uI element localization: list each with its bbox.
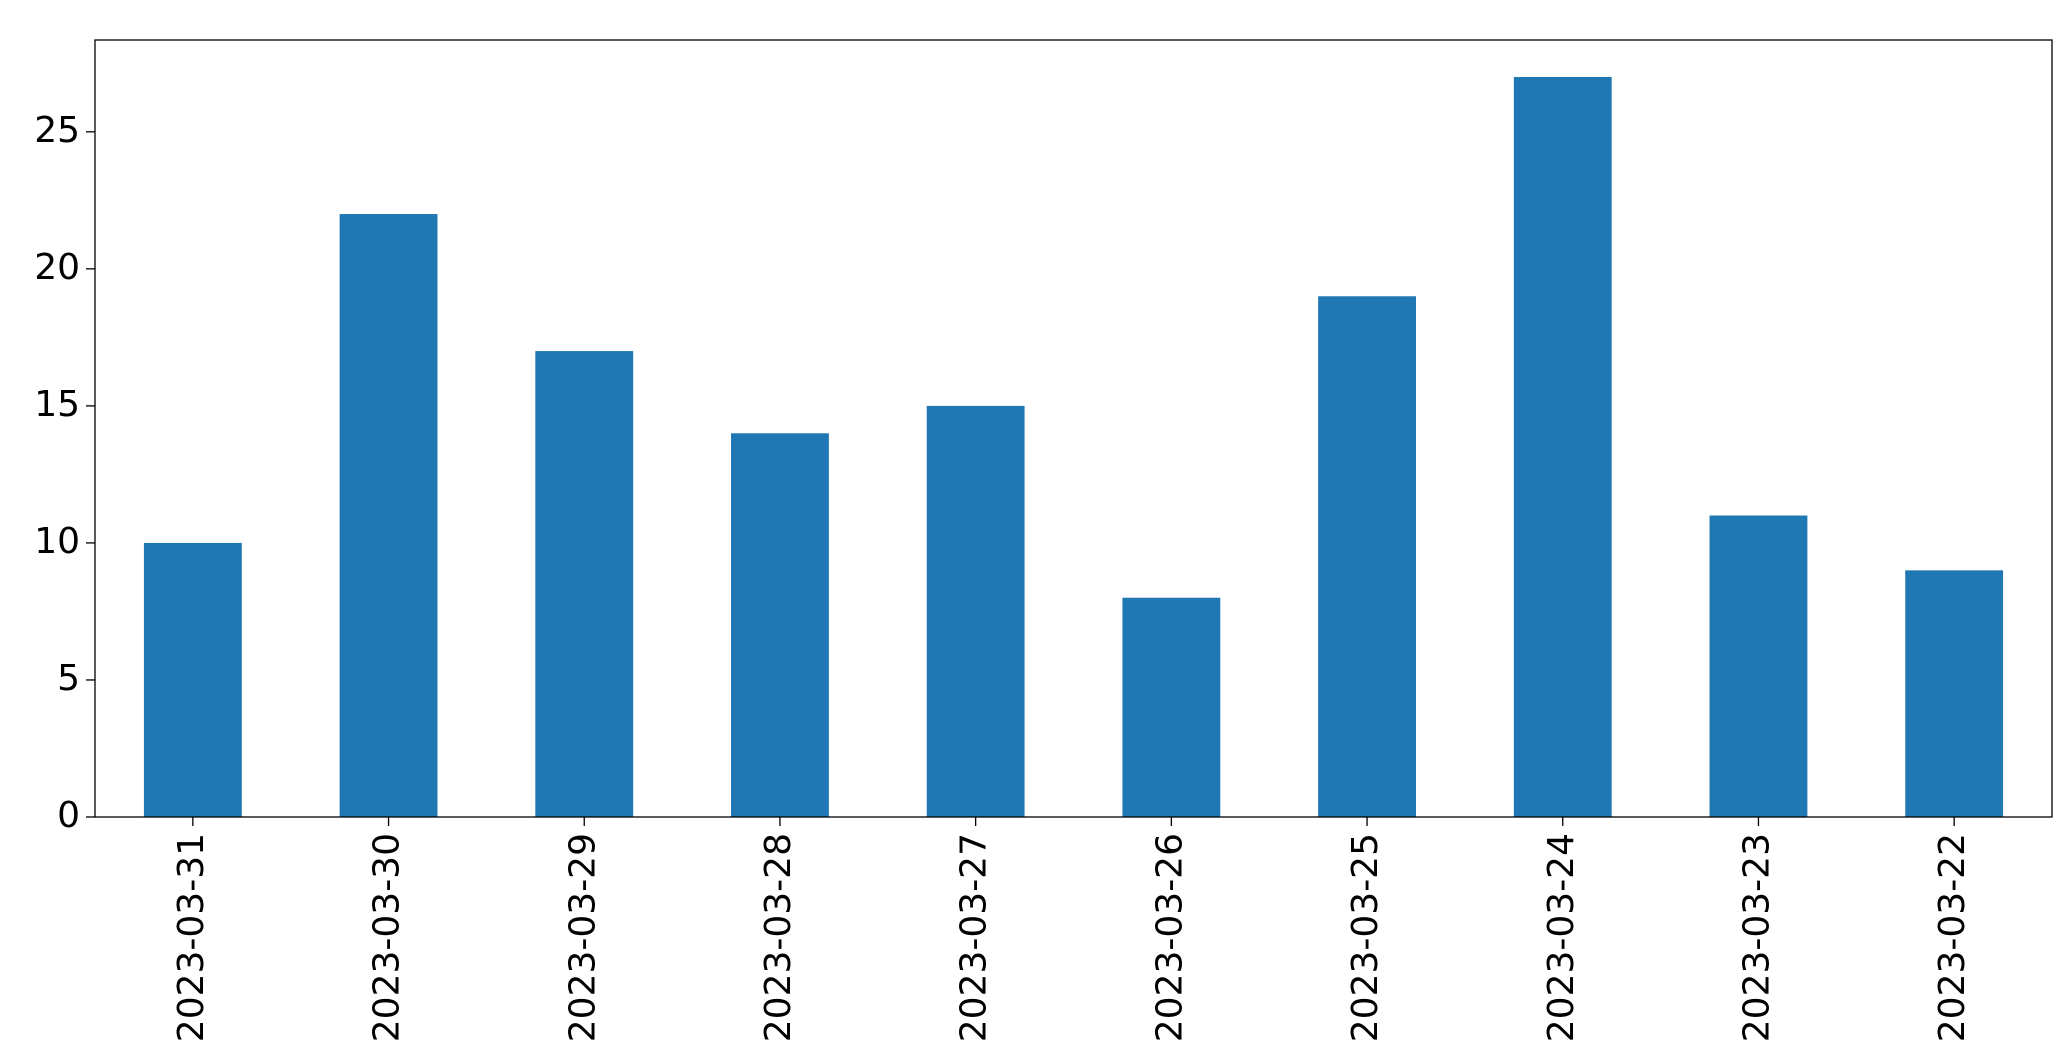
y-tick-label: 5 [57,658,80,699]
x-tick-label: 2023-03-31 [171,833,212,1042]
y-tick-label: 20 [34,247,80,288]
x-tick-label: 2023-03-29 [562,833,603,1042]
x-tick-label: 2023-03-25 [1345,833,1386,1042]
bar [143,542,242,817]
x-tick-label: 2023-03-22 [1932,833,1973,1042]
x-tick-label: 2023-03-23 [1736,833,1777,1042]
bar [1513,77,1612,817]
y-tick-label: 0 [57,795,80,836]
x-tick-label: 2023-03-24 [1541,833,1582,1042]
x-tick-label: 2023-03-30 [367,833,408,1042]
y-tick-label: 15 [34,384,80,425]
x-tick-label: 2023-03-26 [1149,833,1190,1042]
bar [1905,570,2004,817]
bar [731,433,829,817]
bar [1709,515,1808,817]
x-tick-label: 2023-03-27 [954,833,995,1042]
x-tick-label: 2023-03-28 [758,833,799,1042]
bar [535,351,634,817]
bar [339,214,438,817]
y-tick-label: 25 [34,110,80,151]
y-tick-label: 10 [34,521,80,562]
bar [1318,296,1416,817]
bar [926,405,1025,817]
plot-frame [94,39,2053,818]
bar [1122,597,1221,817]
